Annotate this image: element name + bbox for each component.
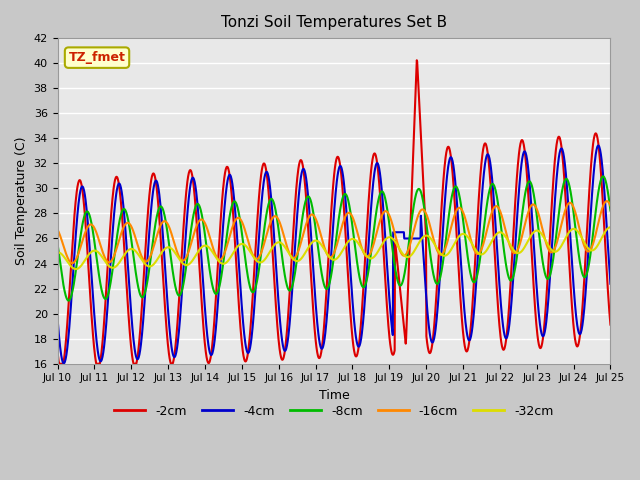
Text: TZ_fmet: TZ_fmet bbox=[68, 51, 125, 64]
Y-axis label: Soil Temperature (C): Soil Temperature (C) bbox=[15, 137, 28, 265]
X-axis label: Time: Time bbox=[319, 389, 349, 402]
Title: Tonzi Soil Temperatures Set B: Tonzi Soil Temperatures Set B bbox=[221, 15, 447, 30]
Legend: -2cm, -4cm, -8cm, -16cm, -32cm: -2cm, -4cm, -8cm, -16cm, -32cm bbox=[109, 400, 559, 422]
